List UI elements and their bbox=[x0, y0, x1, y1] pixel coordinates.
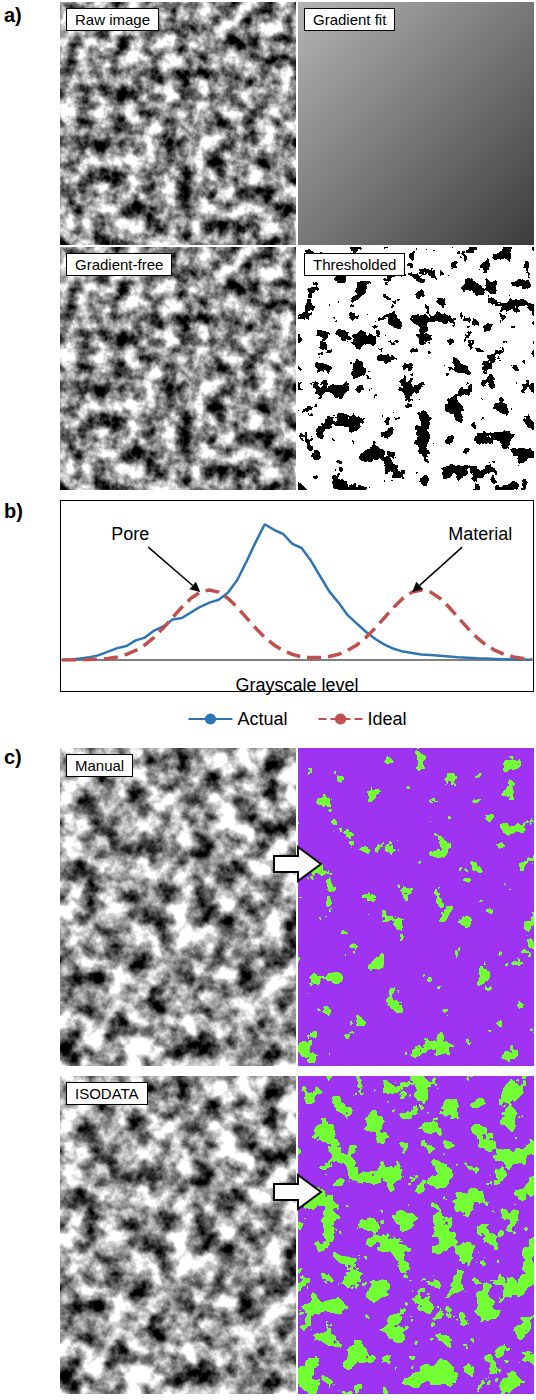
html-text:Gradient fit: Gradient fit bbox=[313, 11, 387, 28]
svg-text:Material: Material bbox=[448, 524, 512, 544]
html-text:Manual: Manual bbox=[75, 757, 125, 774]
html-text:Thresholded: Thresholded bbox=[313, 256, 397, 273]
html-text:Raw image: Raw image bbox=[75, 11, 150, 28]
html-text:a): a) bbox=[4, 4, 22, 26]
html-text:Gradient-free: Gradient-free bbox=[75, 256, 164, 273]
svg-text:Grayscale level: Grayscale level bbox=[235, 675, 358, 695]
svg-text:Actual: Actual bbox=[237, 709, 287, 729]
svg-text:Ideal: Ideal bbox=[367, 709, 406, 729]
html-text:c): c) bbox=[4, 746, 22, 768]
html-text:b): b) bbox=[4, 500, 23, 522]
svg-text:Pore: Pore bbox=[111, 524, 149, 544]
html-text:ISODATA: ISODATA bbox=[75, 1085, 139, 1102]
